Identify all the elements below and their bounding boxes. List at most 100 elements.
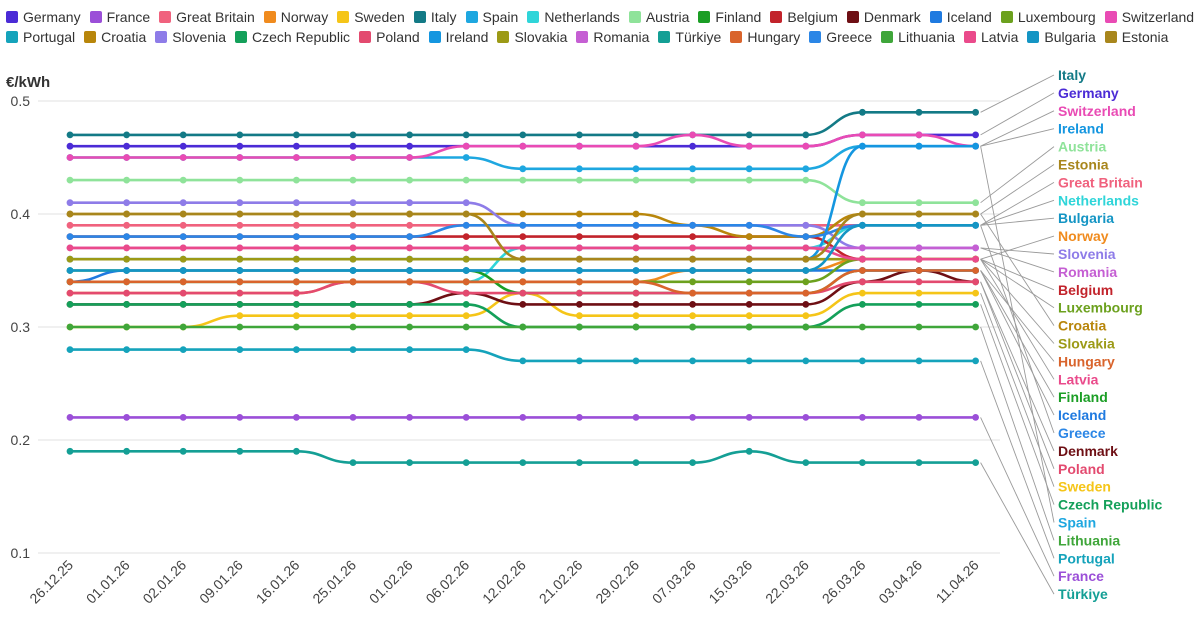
data-point[interactable] [462, 199, 470, 207]
data-point[interactable] [66, 154, 74, 161]
data-point[interactable] [859, 221, 866, 229]
data-point[interactable] [236, 323, 244, 331]
data-point[interactable] [293, 244, 300, 252]
data-point[interactable] [915, 199, 923, 207]
data-point[interactable] [745, 312, 753, 320]
data-point[interactable] [745, 221, 753, 229]
data-point[interactable] [689, 233, 696, 241]
data-point[interactable] [66, 346, 74, 353]
data-point[interactable] [859, 414, 866, 421]
data-point[interactable] [576, 357, 583, 365]
data-point[interactable] [123, 447, 130, 455]
data-point[interactable] [123, 414, 130, 421]
data-point[interactable] [745, 176, 753, 184]
data-point[interactable] [519, 165, 527, 173]
data-point[interactable] [745, 323, 753, 331]
data-point[interactable] [689, 278, 696, 286]
data-point[interactable] [66, 142, 74, 150]
data-point[interactable] [406, 312, 413, 320]
legend-item-switzerland[interactable]: Switzerland [1104, 9, 1194, 25]
data-point[interactable] [859, 323, 866, 331]
data-point[interactable] [179, 142, 187, 150]
data-point[interactable] [179, 289, 187, 297]
data-point[interactable] [66, 323, 74, 331]
data-point[interactable] [859, 255, 866, 263]
data-point[interactable] [236, 289, 244, 297]
data-point[interactable] [859, 108, 866, 116]
data-point[interactable] [406, 323, 413, 331]
data-point[interactable] [689, 255, 696, 263]
legend-item-latvia[interactable]: Latvia [964, 29, 1018, 45]
data-point[interactable] [236, 414, 244, 421]
data-point[interactable] [236, 199, 244, 207]
data-point[interactable] [576, 323, 583, 331]
data-point[interactable] [66, 447, 74, 455]
data-point[interactable] [236, 221, 244, 229]
data-point[interactable] [123, 289, 130, 297]
data-point[interactable] [462, 131, 470, 139]
data-point[interactable] [349, 414, 357, 421]
data-point[interactable] [632, 210, 640, 218]
data-point[interactable] [349, 233, 357, 241]
data-point[interactable] [349, 244, 357, 252]
legend-item-greece[interactable]: Greece [809, 29, 872, 45]
legend-item-france[interactable]: France [89, 9, 150, 25]
legend-item-portugal[interactable]: Portugal [6, 29, 75, 45]
data-point[interactable] [915, 414, 923, 421]
data-point[interactable] [293, 210, 300, 218]
data-point[interactable] [293, 154, 300, 161]
data-point[interactable] [972, 459, 979, 466]
data-point[interactable] [66, 233, 74, 241]
data-point[interactable] [859, 142, 866, 150]
data-point[interactable] [519, 267, 527, 274]
data-point[interactable] [462, 459, 470, 466]
data-point[interactable] [349, 142, 357, 150]
data-point[interactable] [519, 278, 527, 286]
data-point[interactable] [689, 301, 696, 308]
data-point[interactable] [123, 154, 130, 161]
data-point[interactable] [123, 221, 130, 229]
data-point[interactable] [293, 199, 300, 207]
data-point[interactable] [972, 221, 979, 229]
data-point[interactable] [632, 312, 640, 320]
data-point[interactable] [632, 165, 640, 173]
data-point[interactable] [972, 278, 979, 286]
data-point[interactable] [236, 210, 244, 218]
data-point[interactable] [349, 221, 357, 229]
data-point[interactable] [972, 267, 979, 274]
data-point[interactable] [462, 414, 470, 421]
data-point[interactable] [972, 323, 979, 331]
data-point[interactable] [519, 323, 527, 331]
data-point[interactable] [236, 244, 244, 252]
data-point[interactable] [859, 210, 866, 218]
data-point[interactable] [915, 301, 923, 308]
legend-item-slovakia[interactable]: Slovakia [497, 29, 567, 45]
data-point[interactable] [745, 447, 753, 455]
data-point[interactable] [576, 301, 583, 308]
data-point[interactable] [802, 142, 810, 150]
data-point[interactable] [802, 312, 810, 320]
data-point[interactable] [406, 221, 413, 229]
data-point[interactable] [462, 176, 470, 184]
data-point[interactable] [745, 142, 753, 150]
data-point[interactable] [406, 414, 413, 421]
data-point[interactable] [745, 278, 753, 286]
data-point[interactable] [576, 142, 583, 150]
data-point[interactable] [519, 142, 527, 150]
data-point[interactable] [462, 301, 470, 308]
legend-item-croatia[interactable]: Croatia [84, 29, 146, 45]
data-point[interactable] [632, 142, 640, 150]
data-point[interactable] [349, 176, 357, 184]
legend-item-slovenia[interactable]: Slovenia [155, 29, 226, 45]
data-point[interactable] [123, 176, 130, 184]
legend-item-bulgaria[interactable]: Bulgaria [1027, 29, 1096, 45]
legend-item-netherlands[interactable]: Netherlands [527, 9, 620, 25]
data-point[interactable] [689, 176, 696, 184]
data-point[interactable] [689, 221, 696, 229]
data-point[interactable] [236, 267, 244, 274]
data-point[interactable] [632, 357, 640, 365]
data-point[interactable] [293, 131, 300, 139]
data-point[interactable] [915, 221, 923, 229]
data-point[interactable] [915, 255, 923, 263]
data-point[interactable] [802, 289, 810, 297]
